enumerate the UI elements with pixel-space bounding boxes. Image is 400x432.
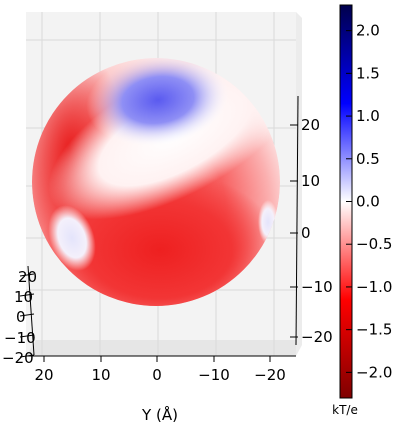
axis-lines — [26, 95, 299, 357]
left-depth-tick-label: 10 — [14, 288, 33, 306]
positive-lobe — [86, 58, 230, 147]
left-depth-tick-mark — [19, 293, 35, 297]
left-depth-tick-mark — [19, 273, 35, 277]
bottom-tick-label: −20 — [254, 366, 286, 384]
left-depth-tick-mark — [19, 313, 35, 317]
colorbar-tick-label: 1.5 — [356, 64, 380, 82]
bottom-tick-label: −10 — [198, 366, 230, 384]
left-depth-axis-line — [27, 265, 35, 356]
colorbar-tick-label: 1.0 — [356, 107, 380, 125]
colorbar-tick-label: 0.0 — [356, 193, 380, 211]
right-tick-label: −20 — [301, 328, 333, 346]
right-tick-label: 20 — [301, 116, 320, 134]
colorbar-tick-label: −1.0 — [356, 278, 392, 296]
right-axis-line — [295, 95, 299, 346]
right-axis-ticks: 20 10 0 −10 −20 — [290, 116, 333, 346]
left-depth-tick-mark — [19, 334, 35, 338]
left-depth-tick-label: 0 — [16, 308, 26, 326]
left-depth-tick-mark — [19, 354, 35, 358]
floor-pane — [26, 340, 300, 356]
bottom-tick-label: 20 — [34, 366, 53, 384]
colorbar-tick-label: −2.0 — [356, 363, 392, 381]
sphere-surface — [32, 58, 280, 306]
right-tick-label: 0 — [301, 224, 311, 242]
left-depth-tick-label: 20 — [18, 268, 37, 286]
left-depth-ticks: 20 10 0 −10 −20 — [2, 268, 37, 367]
right-tick-label: −10 — [301, 278, 333, 296]
bottom-tick-label: 0 — [152, 366, 162, 384]
left-depth-tick-label: −20 — [2, 349, 34, 367]
weak-positive-patch-left — [48, 205, 96, 271]
bottom-tick-label: 10 — [91, 366, 110, 384]
left-depth-tick-label: −10 — [4, 329, 36, 347]
colorbar-tick-label: −1.5 — [356, 321, 392, 339]
colorbar-tick-label: 0.5 — [356, 150, 380, 168]
right-tick-label: 10 — [301, 172, 320, 190]
colorbar: 2.0 1.5 1.0 0.5 0.0 −0.5 −1.0 −1.5 −2.0 kT/e — [332, 4, 392, 417]
colorbar-label: kT/e — [332, 403, 358, 417]
colorbar-ticks: 2.0 1.5 1.0 0.5 0.0 −0.5 −1.0 −1.5 −2.0 — [346, 22, 392, 381]
bottom-axis-ticks: 20 10 0 −10 −20 — [34, 356, 286, 384]
colorbar-tick-label: 2.0 — [356, 22, 380, 40]
colorbar-tick-label: −0.5 — [356, 235, 392, 253]
x-axis-title: Y (Å) — [141, 405, 178, 424]
